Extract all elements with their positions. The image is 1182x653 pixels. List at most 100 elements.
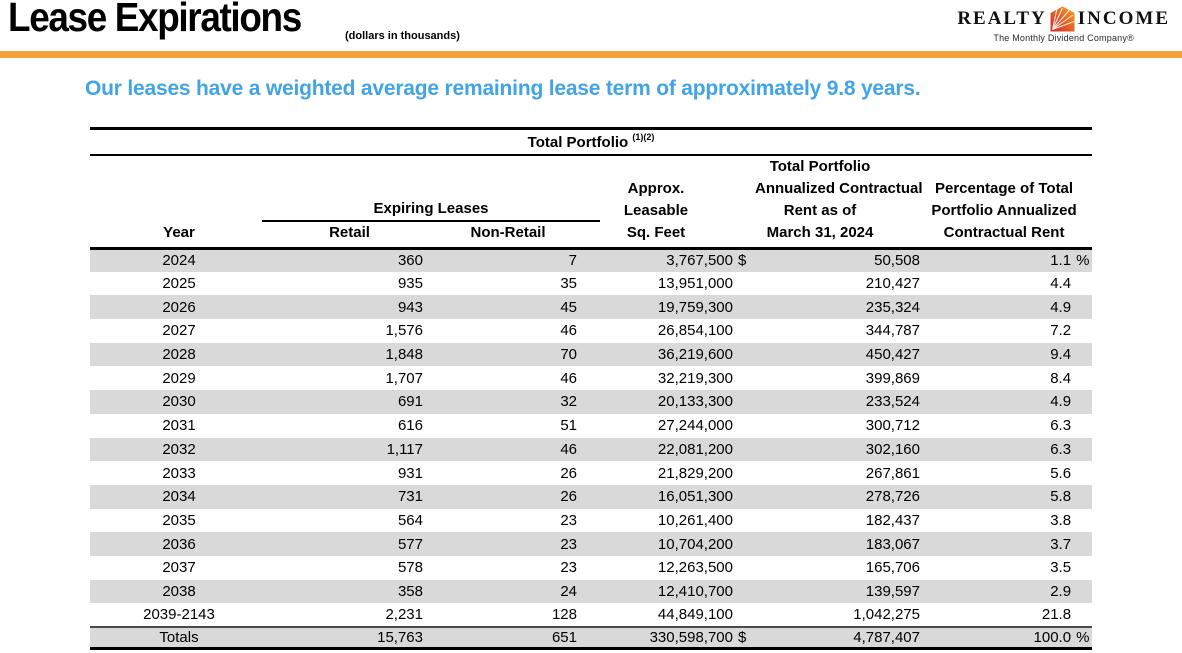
logo-word-income: INCOME xyxy=(1077,8,1170,29)
cell-sqft: 26,854,100 xyxy=(657,322,733,340)
pct-value: 5.8 xyxy=(1050,488,1072,506)
cell-pct: 1.1% xyxy=(928,248,1092,272)
cell-year: 2037 xyxy=(162,559,196,577)
cell-sqft: 3,767,500 xyxy=(666,252,733,270)
pct-value: 6.3 xyxy=(1050,417,1072,435)
sqft-header-line: Approx. xyxy=(627,179,685,197)
sqft-header-line: Sq. Feet xyxy=(626,223,686,241)
cell-non-retail: 23 xyxy=(560,559,577,577)
cell-rent: 235,324 xyxy=(865,298,920,316)
cell-retail: 931 xyxy=(397,464,423,482)
cell-sqft: 13,951,000 xyxy=(657,275,733,293)
table-row: 2027 1,576 46 26,854,100 344,787 7.2 xyxy=(90,319,1092,343)
cell-rent: 233,524 xyxy=(865,393,920,411)
table-row: 2032 1,117 46 22,081,200 302,160 6.3 xyxy=(90,437,1093,462)
col-header-pct: Percentage of Total Portfolio Annualized… xyxy=(928,154,1093,250)
cell-non-retail: 46 xyxy=(560,322,577,340)
cell-currency xyxy=(735,390,755,414)
cell-year: 2027 xyxy=(162,322,196,340)
cell-retail: 360 xyxy=(397,252,423,270)
rent-header-line: March 31, 2024 xyxy=(766,223,874,241)
pct-header-line: Percentage of Total xyxy=(934,179,1074,197)
pct-value: 4.4 xyxy=(1050,275,1072,293)
cell-year: 2031 xyxy=(162,417,196,435)
cell-currency xyxy=(735,272,755,296)
cell-rent: 267,861 xyxy=(865,464,920,482)
table-row: 2038 358 24 12,410,700 139,597 2.9 xyxy=(90,579,1093,604)
cell-sqft: 330,598,700 xyxy=(585,626,735,650)
pct-value: 7.2 xyxy=(1050,322,1072,340)
cell-year: 2026 xyxy=(162,298,196,316)
pct-value: 3.8 xyxy=(1050,511,1072,529)
cell-retail: 616 xyxy=(397,417,423,435)
cell-currency xyxy=(735,414,755,438)
logo-tagline: The Monthly Dividend Company® xyxy=(993,33,1134,43)
banner-row: Total Portfolio (1)(2) xyxy=(90,127,1093,156)
rent-header-line: Total Portfolio xyxy=(769,157,871,175)
cell-retail: 1,707 xyxy=(385,369,423,387)
cell-sqft: 44,849,100 xyxy=(657,606,733,624)
table-row: 2024 360 7 3,767,500 $50,508 1.1% xyxy=(90,248,1093,272)
cell-currency xyxy=(735,366,755,390)
cell-rent: 182,437 xyxy=(865,511,920,529)
cell-currency xyxy=(735,343,755,367)
subtitle-text: Our leases have a weighted average remai… xyxy=(85,77,921,100)
cell-year: 2025 xyxy=(162,275,196,293)
cell-non-retail: 35 xyxy=(560,275,577,293)
cell-year: 2038 xyxy=(162,582,196,600)
cell-non-retail: 23 xyxy=(560,511,577,529)
cell-sqft: 22,081,200 xyxy=(657,440,733,458)
pct-value: 3.7 xyxy=(1050,535,1072,553)
cell-pct: 3.7 xyxy=(928,532,1092,556)
cell-year: 2035 xyxy=(162,511,196,529)
expiring-leases-subheaders: Retail Non-Retail xyxy=(268,222,585,244)
cell-sqft: 16,051,300 xyxy=(657,488,733,506)
logo-word-realty: REALTY xyxy=(957,8,1047,29)
table-row: 2037 578 23 12,263,500 165,706 3.5 xyxy=(90,556,1092,580)
cell-non-retail: 24 xyxy=(560,582,577,600)
table-body: 2024 360 7 3,767,500 $50,508 1.1% 2025 935 35 13,… xyxy=(90,248,1093,650)
banner-label: Total Portfolio xyxy=(527,133,629,151)
table-row: 2034 731 26 16,051,300 278,726 5.8 xyxy=(90,484,1093,509)
cell-pct: 3.5 xyxy=(928,556,1092,580)
cell-rent: 302,160 xyxy=(865,440,920,458)
cell-non-retail: 651 xyxy=(431,626,585,650)
cell-sqft: 19,759,300 xyxy=(657,298,733,316)
col-header-expiring-leases-group: Expiring Leases Retail Non-Retail xyxy=(262,154,600,250)
cell-retail: 358 xyxy=(397,582,423,600)
cell-pct: 9.4 xyxy=(928,343,1092,367)
col-header-sqft: Approx. Leasable Sq. Feet xyxy=(585,154,755,250)
cell-year: 2029 xyxy=(162,369,196,387)
cell-non-retail: 32 xyxy=(560,393,577,411)
cell-non-retail: 46 xyxy=(560,369,577,387)
table-row: 2028 1,848 70 36,219,600 450,427 9.4 xyxy=(90,342,1093,367)
accent-divider-bar xyxy=(0,51,1182,58)
pct-value: 9.4 xyxy=(1050,346,1072,364)
totals-row: Totals 15,763 651 330,598,700 $4,787,407 100.… xyxy=(90,626,1093,650)
cell-non-retail: 51 xyxy=(560,417,577,435)
cell-rent: 1,042,275 xyxy=(853,606,920,624)
table-row: 2026 943 45 19,759,300 235,324 4.9 xyxy=(90,295,1093,320)
cell-pct: 8.4 xyxy=(928,366,1092,390)
col-header-retail: Retail xyxy=(329,223,370,241)
cell-pct: 4.9 xyxy=(928,295,1092,319)
cell-currency xyxy=(735,580,755,604)
cell-pct: 4.9 xyxy=(928,390,1092,414)
cell-currency xyxy=(735,485,755,509)
cell-retail: 1,117 xyxy=(386,440,423,458)
cell-rent: 4,787,407 xyxy=(755,626,928,650)
cell-rent: 344,787 xyxy=(865,322,920,340)
cell-year: 2032 xyxy=(162,440,196,458)
cell-year: 2028 xyxy=(162,346,196,364)
cell-pct: 21.8 xyxy=(928,603,1092,627)
cell-sqft: 32,219,300 xyxy=(657,369,733,387)
col-header-non-retail: Non-Retail xyxy=(470,223,546,241)
pct-value: 5.6 xyxy=(1050,464,1072,482)
cell-sqft: 12,263,500 xyxy=(657,559,733,577)
cell-currency xyxy=(735,603,755,627)
banner-footnote-marks: (1)(2) xyxy=(632,131,655,142)
company-logo: REALTY INCOME The Monthly Dividend Compa… xyxy=(957,6,1170,43)
cell-non-retail: 26 xyxy=(560,464,577,482)
cell-currency xyxy=(735,532,755,556)
cell-rent: 50,508 xyxy=(874,252,920,270)
